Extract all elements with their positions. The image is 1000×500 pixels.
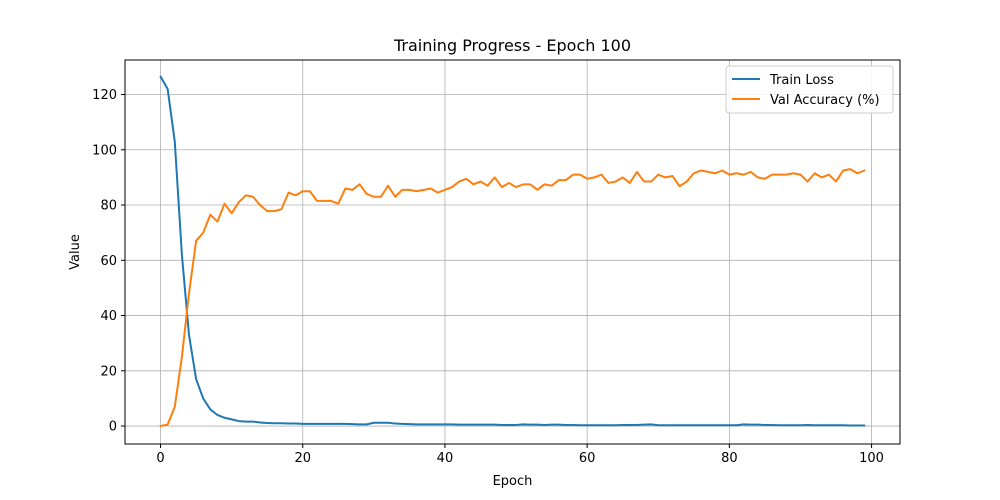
y-tick-label: 80	[100, 199, 117, 214]
x-tick-label: 0	[156, 451, 164, 466]
chart-title: Training Progress - Epoch 100	[393, 36, 631, 55]
x-tick-label: 60	[579, 451, 596, 466]
legend: Train Loss Val Accuracy (%)	[725, 65, 894, 114]
x-axis-label: Epoch	[493, 474, 533, 489]
series-line-val-accuracy	[159, 168, 866, 428]
grid	[125, 60, 900, 444]
y-axis-label: Value	[68, 234, 83, 270]
legend-label-train-loss: Train Loss	[769, 73, 834, 88]
series-layer	[159, 75, 866, 428]
legend-label-val-accuracy: Val Accuracy (%)	[770, 93, 880, 108]
x-tick-label: 80	[721, 451, 738, 466]
y-tick-label: 0	[109, 420, 117, 435]
plot-area	[124, 59, 901, 445]
x-tick-label: 40	[437, 451, 454, 466]
y-tick-label: 20	[100, 364, 117, 379]
x-tick-label: 20	[294, 451, 311, 466]
x-tick-label: 100	[859, 451, 884, 466]
y-tick-label: 100	[92, 143, 117, 158]
ticks: 0 20 40 60 80 100 0 20 40 60 80 100 120	[92, 88, 884, 466]
legend-box	[725, 65, 894, 114]
y-tick-label: 120	[92, 88, 117, 103]
y-tick-label: 40	[100, 309, 117, 324]
series-line-train-loss	[159, 75, 866, 427]
y-tick-label: 60	[100, 254, 117, 269]
